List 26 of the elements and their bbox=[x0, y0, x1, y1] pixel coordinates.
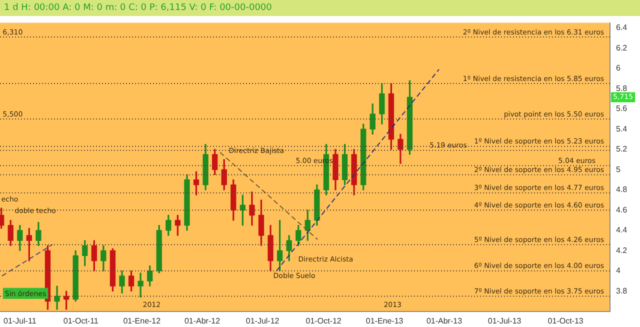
y-tick-label: 5.6 bbox=[616, 104, 628, 114]
y-tick-label: 4.6 bbox=[616, 205, 628, 214]
x-tick-label: 01-Abr-13 bbox=[426, 316, 463, 326]
y-tick-label: 4 bbox=[616, 266, 621, 276]
x-tick-label: 01-Ene-12 bbox=[123, 316, 162, 326]
chart-subtitle: 1 d H: 00:00 A: 0 M: 0 m: 0 C: 0 P: 6,115 V: 0 F: 00-00-0000 bbox=[0, 0, 640, 16]
y-tick-label: 4.8 bbox=[616, 185, 628, 194]
x-tick-label: 01-Ene-13 bbox=[366, 316, 404, 326]
y-tick-label: 6.2 bbox=[616, 43, 628, 52]
y-tick-label: 6 bbox=[616, 64, 621, 73]
y-tick-label: 5.2 bbox=[616, 144, 628, 154]
y-tick-label: 3.8 bbox=[616, 286, 628, 296]
x-tick-label: 01-Jul-11 bbox=[4, 316, 37, 326]
y-tick-label: 5.8 bbox=[616, 84, 628, 93]
x-tick-label: 01-Oct-11 bbox=[63, 316, 99, 326]
y-tick-label: 5.4 bbox=[616, 124, 628, 134]
x-tick-label: 01-Oct-13 bbox=[548, 316, 584, 326]
x-tick-label: 01-Oct-12 bbox=[306, 316, 342, 326]
y-tick-label: 4.4 bbox=[616, 226, 628, 235]
x-tick-label: 01-Abr-12 bbox=[184, 316, 221, 326]
x-tick-label: 01-Jul-12 bbox=[246, 316, 280, 326]
y-tick-label: 4.2 bbox=[616, 246, 628, 255]
y-tick-label: 6.4 bbox=[616, 23, 628, 32]
candlestick bbox=[138, 272, 144, 298]
x-tick-label: 01-Jul-13 bbox=[488, 316, 522, 326]
y-tick-label: 5 bbox=[616, 164, 621, 174]
